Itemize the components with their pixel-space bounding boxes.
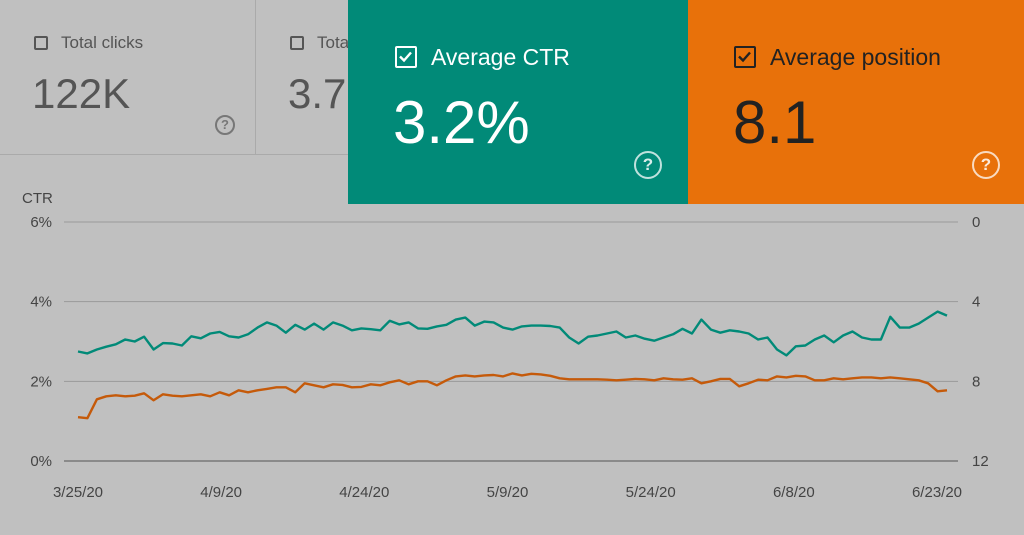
help-icon[interactable]: ? — [634, 151, 662, 179]
y-left-tick-label: 6% — [30, 214, 52, 231]
x-tick-label: 6/23/20 — [912, 484, 962, 501]
series-line-average-position — [77, 372, 948, 420]
average-position-label: Average position — [770, 44, 941, 70]
series-lines — [77, 310, 948, 420]
gridlines — [64, 221, 958, 462]
x-tick-label: 6/8/20 — [773, 484, 815, 501]
y-axis-left-ticks: 6% 4% 2% 0% — [30, 214, 52, 470]
check-icon — [399, 51, 412, 63]
x-tick-label: 4/24/20 — [339, 484, 389, 501]
total-impressions-card[interactable]: Total impressions 3.7 — [256, 0, 348, 154]
average-position-value: 8.1 — [733, 89, 817, 156]
y-right-tick-label: 4 — [972, 294, 980, 311]
average-position-card[interactable]: Average position 8.1 ? — [688, 0, 1024, 204]
x-axis-ticks: 3/25/20 4/9/20 4/24/20 5/9/20 5/24/20 6/8/20 6… — [53, 484, 962, 501]
y-left-tick-label: 0% — [30, 453, 52, 470]
check-icon — [738, 51, 751, 63]
y-left-tick-label: 2% — [30, 373, 52, 390]
average-ctr-checkbox[interactable] — [395, 46, 417, 68]
x-tick-label: 3/25/20 — [53, 484, 103, 501]
average-position-checkbox[interactable] — [734, 46, 756, 68]
total-impressions-checkbox[interactable] — [290, 36, 304, 50]
x-tick-label: 5/9/20 — [487, 484, 529, 501]
y-axis-left-label: CTR — [22, 190, 53, 207]
y-axis-right-ticks: 0 4 8 12 — [972, 214, 989, 470]
series-line-average-ctr — [77, 310, 948, 357]
x-tick-label: 4/9/20 — [200, 484, 242, 501]
total-impressions-label: Total impressions — [317, 33, 348, 52]
average-ctr-label: Average CTR — [431, 44, 570, 70]
x-tick-label: 5/24/20 — [626, 484, 676, 501]
total-impressions-value: 3.7 — [288, 70, 347, 117]
total-clicks-label: Total clicks — [61, 33, 144, 52]
total-clicks-value: 122K — [32, 70, 131, 117]
cards-divider — [0, 154, 348, 155]
total-clicks-checkbox[interactable] — [34, 36, 48, 50]
y-right-tick-label: 8 — [972, 373, 980, 390]
help-icon[interactable]: ? — [215, 115, 235, 135]
y-right-tick-label: 12 — [972, 453, 989, 470]
help-icon[interactable]: ? — [972, 151, 1000, 179]
y-left-tick-label: 4% — [30, 294, 52, 311]
average-ctr-card[interactable]: Average CTR 3.2% ? — [348, 0, 688, 204]
y-right-tick-label: 0 — [972, 214, 980, 231]
average-ctr-value: 3.2% — [393, 89, 530, 156]
total-clicks-card[interactable]: Total clicks 122K ? — [0, 0, 256, 154]
